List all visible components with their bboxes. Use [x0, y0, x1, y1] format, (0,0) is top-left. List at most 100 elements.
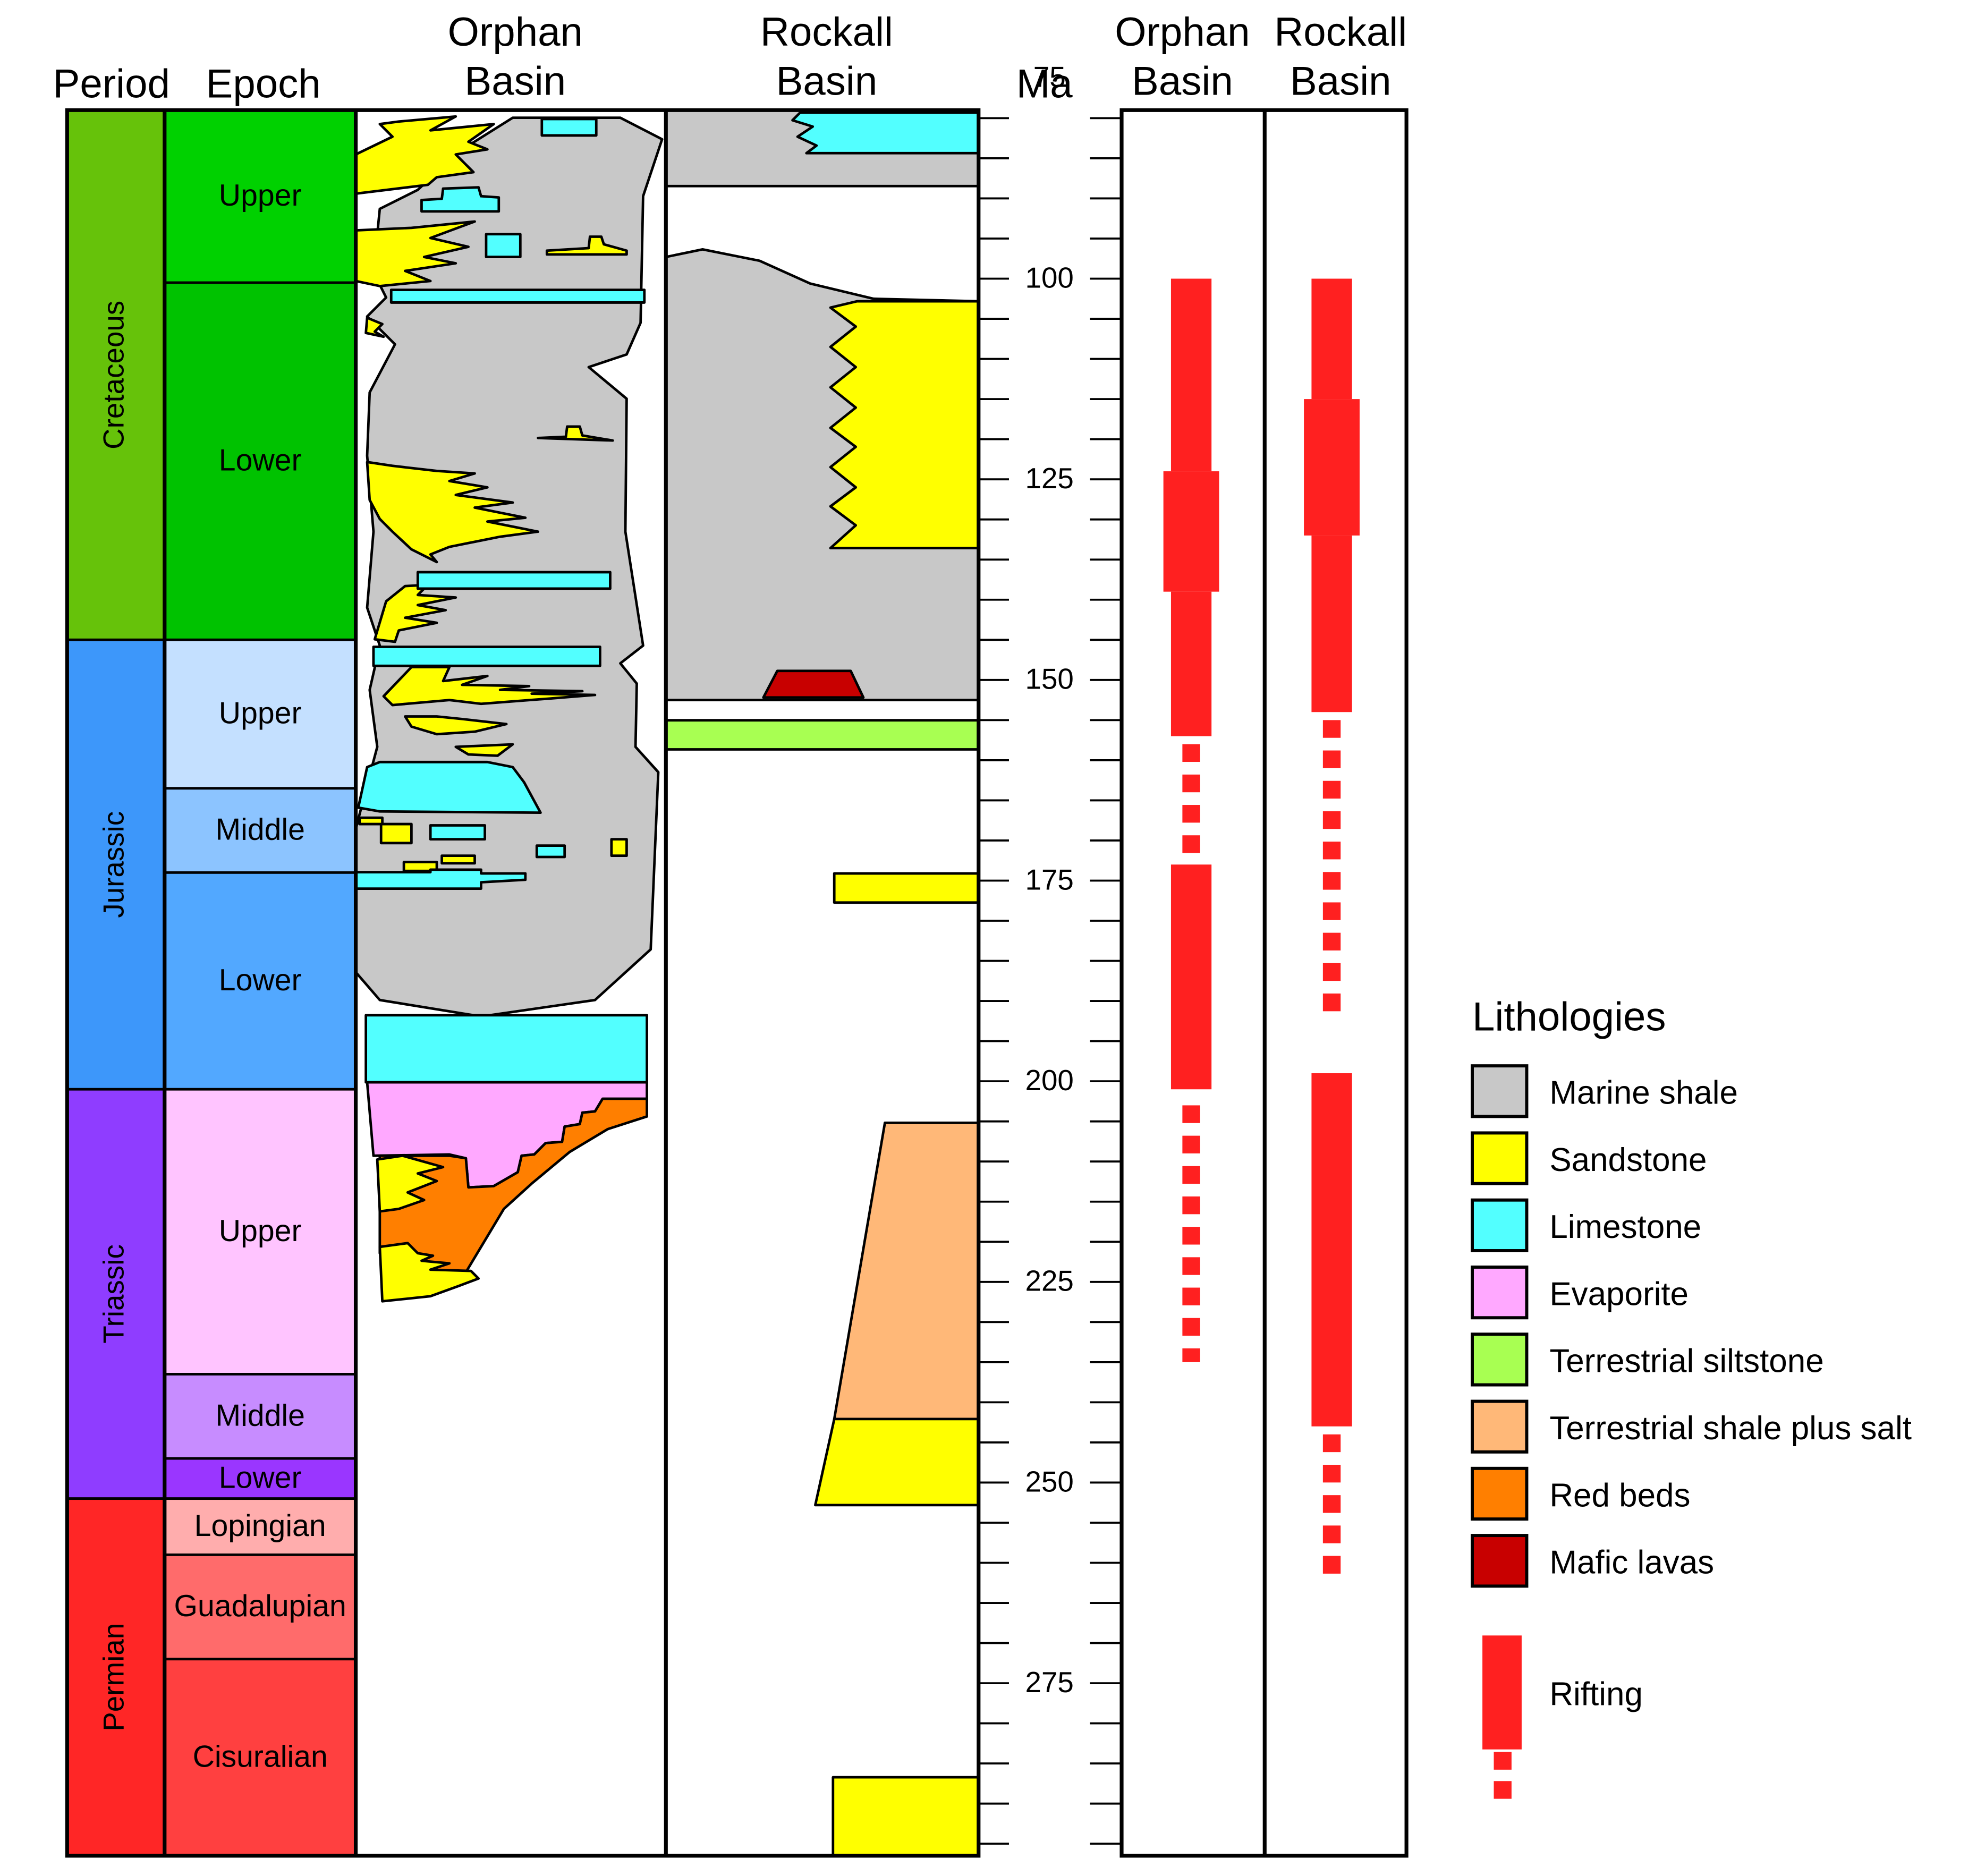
rift-bar-dash: [1182, 1227, 1200, 1245]
period-column: Cretaceous Jurassic Triassic Permian: [65, 108, 166, 1857]
orphan-limestone: [540, 117, 598, 137]
rift-bar-dash: [1322, 1495, 1341, 1513]
legend-label: Mafic lavas: [1549, 1544, 1714, 1581]
epoch-label: Upper: [219, 179, 302, 213]
legend-swatch: [1471, 1466, 1529, 1521]
epoch-label: Upper: [219, 697, 302, 731]
orphan-sandstone: [376, 1154, 445, 1213]
orphan-limestone: [364, 1014, 648, 1084]
epoch-header: Epoch: [206, 61, 321, 106]
rift-bar-dash: [1322, 932, 1341, 950]
orphan-sandstone: [537, 425, 614, 442]
legend-swatch: [1471, 1198, 1529, 1252]
orphan-limestone: [354, 868, 527, 890]
ma-tick-label: 125: [1025, 462, 1074, 495]
orphan-header-line1: Orphan: [448, 10, 583, 55]
period-label: Triassic: [97, 1244, 130, 1344]
rockall-header-line2: Basin: [776, 59, 878, 104]
epoch-upper: [163, 1088, 357, 1376]
rift-bar-dash: [1182, 1257, 1200, 1275]
orphan-limestone: [535, 844, 566, 859]
epoch-label: Middle: [215, 1398, 304, 1432]
orphan-sandstone: [373, 583, 457, 643]
orphan-limestone: [429, 824, 486, 841]
rift-bar-solid: [1163, 471, 1219, 592]
period-label: Cretaceous: [97, 301, 130, 449]
legend-swatch: [1471, 1265, 1529, 1320]
rift-bar-dash: [1182, 1287, 1200, 1305]
rift-bar-dash: [1182, 744, 1200, 762]
orphan-red-beds: [378, 1097, 648, 1280]
ma-tick-label: 175: [1025, 863, 1074, 896]
legend-label: Limestone: [1549, 1209, 1701, 1245]
orphan-basin-column: [354, 110, 666, 1856]
ma-tick-label: 100: [1025, 261, 1074, 294]
rift-bar-dash: [1322, 811, 1341, 829]
legend-rifting-dash-swatch: [1494, 1781, 1512, 1799]
period-header: Period: [53, 61, 170, 106]
legend-rifting-dash-swatch: [1494, 1752, 1512, 1770]
rift-bar-dash: [1182, 1105, 1200, 1123]
period-label: Permian: [97, 1623, 130, 1731]
rift-bar-dash: [1182, 805, 1200, 823]
rift-bar-solid: [1311, 535, 1352, 712]
rift-bar-dash: [1182, 1196, 1200, 1215]
orphan-rifting-track: [1163, 278, 1219, 1362]
legend-swatch: [1471, 1332, 1529, 1387]
orphan-sandstone: [404, 715, 508, 736]
ma-tick-label: 75: [1033, 61, 1066, 94]
rift-bar-dash: [1322, 963, 1341, 981]
orphan-sandstone: [354, 115, 495, 195]
legend-rifting-solid-swatch: [1482, 1635, 1522, 1750]
rift-bar-dash: [1322, 1556, 1341, 1574]
rift-bar-dash: [1182, 835, 1200, 853]
legend-label: Terrestrial shale plus salt: [1549, 1410, 1912, 1447]
legend-label: Sandstone: [1549, 1142, 1707, 1178]
rift-orphan-header-line1: Orphan: [1115, 10, 1250, 55]
ma-header: Ma: [1016, 61, 1073, 106]
rift-bar-dash: [1322, 750, 1341, 768]
rockall-rifting-track: [1304, 278, 1360, 1574]
rift-bar-dash: [1182, 1135, 1200, 1153]
period-label: Jurassic: [97, 811, 130, 918]
epoch-label: Guadalupian: [174, 1589, 346, 1623]
legend-label: Red beds: [1549, 1477, 1690, 1514]
orphan-sandstone: [382, 666, 597, 707]
rift-rockall-header-line1: Rockall: [1274, 10, 1407, 55]
rift-bar-dash: [1182, 1348, 1200, 1362]
rockall-sandstone: [833, 872, 980, 904]
epoch-label: Lopingian: [194, 1509, 326, 1543]
legend-swatch: [1471, 1534, 1529, 1588]
epoch-cisuralian: [163, 1658, 357, 1857]
legend-label: Evaporite: [1549, 1276, 1689, 1312]
legend-items: Marine shale Sandstone Limestone Evaporite T…: [1471, 1064, 1912, 1588]
orphan-limestone: [357, 760, 542, 814]
legend-label: Terrestrial siltstone: [1549, 1343, 1823, 1380]
orphan-sandstone: [364, 316, 385, 338]
period-triassic: [65, 1088, 166, 1500]
orphan-limestone: [389, 288, 646, 304]
rockall-sandstone: [829, 300, 980, 550]
orphan-sandstone: [379, 822, 413, 845]
period-cretaceous: [65, 108, 166, 641]
rockall-terrestrial-siltstone: [664, 719, 980, 751]
legend-swatch: [1471, 1064, 1529, 1118]
orphan-limestone: [485, 233, 522, 259]
rockall-header-line1: Rockall: [760, 10, 893, 55]
epoch-label: Upper: [219, 1214, 302, 1248]
legend-swatch: [1471, 1399, 1529, 1454]
ma-scale: 75 100 125 150 175 200 225 250 275: [978, 61, 1122, 1845]
orphan-limestone: [416, 571, 612, 590]
orphan-sandstone: [454, 743, 514, 757]
rift-bar-dash: [1322, 902, 1341, 920]
legend-rifting-item: Rifting: [1482, 1635, 1643, 1799]
rift-orphan-header-line2: Basin: [1132, 59, 1233, 104]
period-jurassic: [65, 638, 166, 1091]
legend: Lithologies Marine shale Sandstone Limesto…: [1471, 994, 1912, 1799]
legend-swatch: [1471, 1131, 1529, 1185]
orphan-sandstone: [545, 235, 628, 256]
rift-bar-dash: [1322, 1525, 1341, 1543]
rift-bar-dash: [1182, 1166, 1200, 1184]
orphan-limestone: [372, 646, 601, 667]
orphan-sandstone: [354, 220, 476, 287]
